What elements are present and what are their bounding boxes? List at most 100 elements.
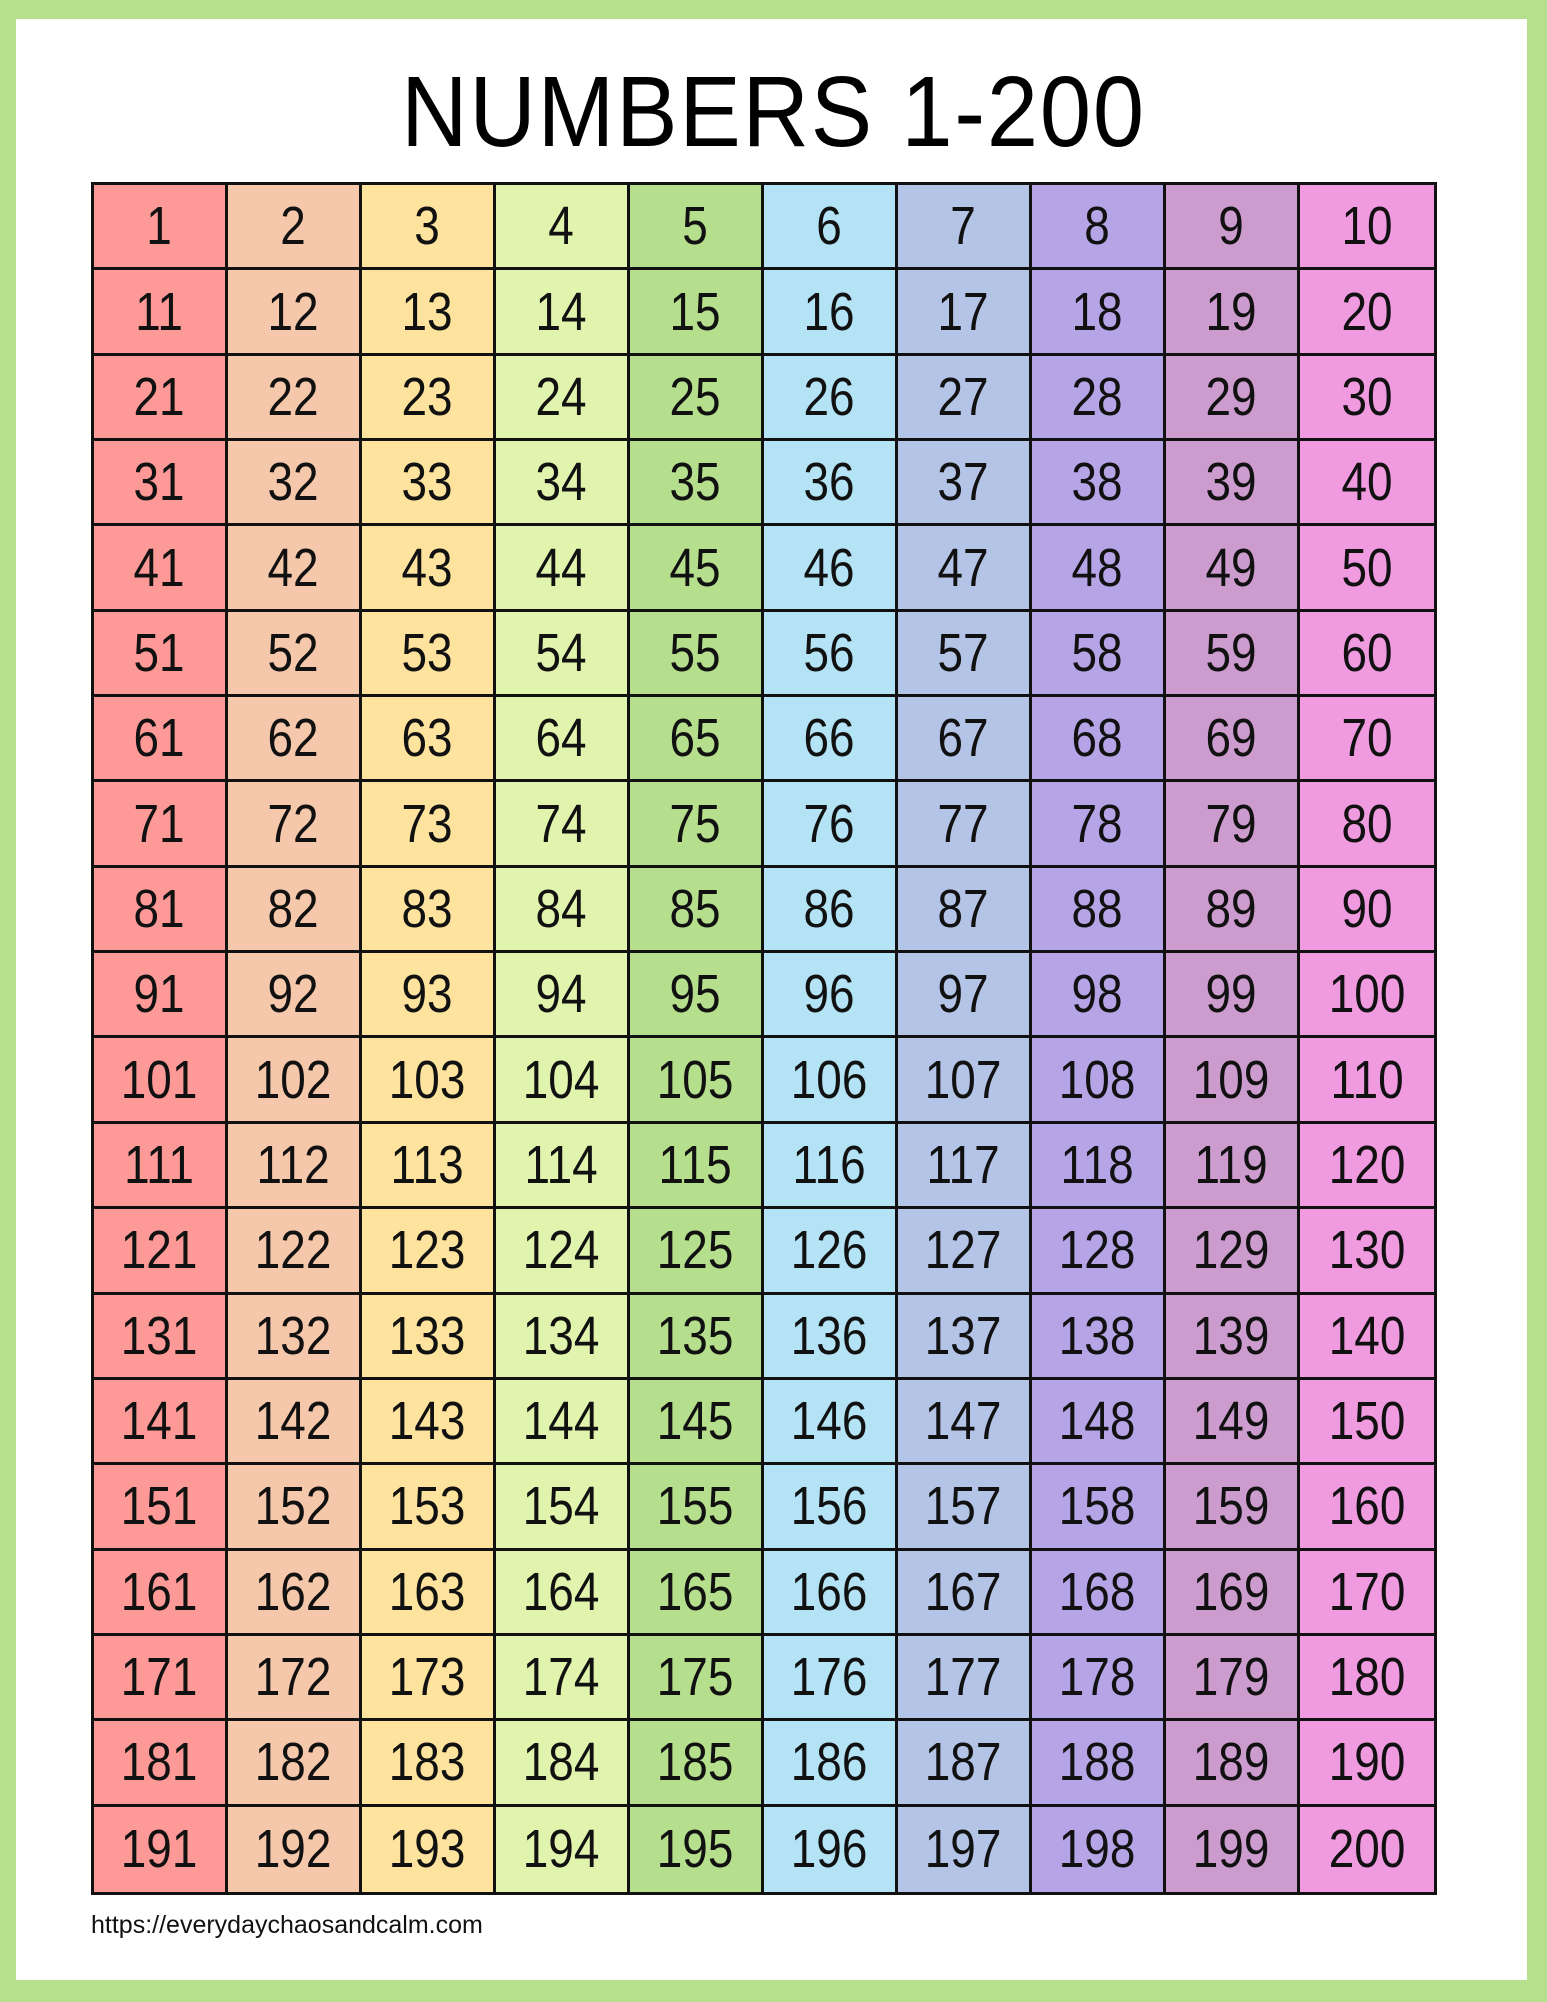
number-cell: 169 bbox=[1166, 1550, 1300, 1636]
number-label: 186 bbox=[791, 1732, 868, 1793]
number-label: 170 bbox=[1328, 1561, 1406, 1622]
number-label: 199 bbox=[1193, 1819, 1270, 1880]
number-cell: 45 bbox=[630, 526, 764, 612]
number-label: 42 bbox=[267, 537, 320, 598]
number-cell: 138 bbox=[1032, 1294, 1166, 1380]
number-label: 159 bbox=[1193, 1476, 1270, 1537]
number-cell: 5 bbox=[630, 185, 764, 271]
number-label: 185 bbox=[657, 1732, 734, 1793]
number-label: 126 bbox=[791, 1220, 868, 1281]
number-cell: 37 bbox=[898, 441, 1032, 527]
number-label: 145 bbox=[657, 1391, 734, 1452]
number-label: 111 bbox=[124, 1135, 195, 1196]
number-label: 59 bbox=[1205, 622, 1258, 683]
number-cell: 123 bbox=[362, 1209, 496, 1295]
number-label: 94 bbox=[535, 964, 588, 1025]
number-label: 63 bbox=[401, 708, 454, 769]
number-cell: 15 bbox=[630, 270, 764, 356]
number-cell: 85 bbox=[630, 867, 764, 954]
number-label: 48 bbox=[1071, 537, 1124, 598]
number-label: 5 bbox=[682, 196, 709, 257]
number-cell: 143 bbox=[362, 1379, 496, 1466]
number-label: 28 bbox=[1071, 366, 1124, 427]
number-cell: 158 bbox=[1032, 1465, 1166, 1551]
number-label: 75 bbox=[669, 793, 722, 854]
number-cell: 59 bbox=[1166, 611, 1300, 698]
number-cell: 99 bbox=[1166, 953, 1300, 1039]
number-label: 55 bbox=[669, 622, 722, 683]
number-label: 18 bbox=[1071, 281, 1124, 342]
number-cell: 43 bbox=[362, 526, 496, 612]
number-cell: 186 bbox=[764, 1721, 898, 1807]
number-label: 135 bbox=[657, 1305, 734, 1366]
number-cell: 107 bbox=[898, 1038, 1032, 1124]
number-label: 67 bbox=[937, 708, 990, 769]
number-cell: 103 bbox=[362, 1038, 496, 1124]
number-cell: 180 bbox=[1300, 1635, 1434, 1722]
number-cell: 110 bbox=[1300, 1038, 1434, 1124]
number-cell: 185 bbox=[630, 1721, 764, 1807]
number-cell: 3 bbox=[362, 185, 496, 271]
number-cell: 34 bbox=[496, 441, 630, 527]
number-label: 44 bbox=[535, 537, 588, 598]
number-cell: 26 bbox=[764, 355, 898, 442]
number-label: 20 bbox=[1341, 281, 1393, 342]
number-cell: 9 bbox=[1166, 185, 1300, 271]
number-cell: 125 bbox=[630, 1209, 764, 1295]
number-label: 138 bbox=[1059, 1305, 1136, 1366]
number-cell: 52 bbox=[228, 611, 362, 698]
number-label: 140 bbox=[1328, 1305, 1406, 1366]
number-cell: 87 bbox=[898, 867, 1032, 954]
number-label: 41 bbox=[133, 537, 186, 598]
number-label: 160 bbox=[1328, 1476, 1406, 1537]
number-cell: 116 bbox=[764, 1123, 898, 1210]
number-cell: 10 bbox=[1300, 185, 1434, 271]
number-label: 56 bbox=[803, 622, 856, 683]
number-label: 66 bbox=[803, 708, 856, 769]
number-cell: 60 bbox=[1300, 611, 1434, 698]
number-cell: 92 bbox=[228, 953, 362, 1039]
number-label: 155 bbox=[657, 1476, 734, 1537]
number-cell: 167 bbox=[898, 1550, 1032, 1636]
number-label: 171 bbox=[121, 1647, 198, 1708]
number-cell: 124 bbox=[496, 1209, 630, 1295]
number-label: 184 bbox=[523, 1732, 600, 1793]
number-cell: 58 bbox=[1032, 611, 1166, 698]
number-label: 47 bbox=[937, 537, 990, 598]
number-label: 165 bbox=[657, 1561, 734, 1622]
number-cell: 155 bbox=[630, 1465, 764, 1551]
number-label: 95 bbox=[669, 964, 722, 1025]
number-label: 112 bbox=[256, 1135, 331, 1196]
number-cell: 145 bbox=[630, 1379, 764, 1466]
number-label: 164 bbox=[523, 1561, 600, 1622]
number-label: 127 bbox=[925, 1220, 1002, 1281]
number-label: 11 bbox=[135, 281, 184, 342]
number-label: 116 bbox=[792, 1135, 867, 1196]
number-cell: 100 bbox=[1300, 953, 1434, 1039]
number-cell: 75 bbox=[630, 782, 764, 868]
number-label: 151 bbox=[121, 1476, 198, 1537]
number-label: 110 bbox=[1330, 1049, 1404, 1110]
number-label: 81 bbox=[133, 878, 186, 939]
number-label: 23 bbox=[401, 366, 454, 427]
number-cell: 165 bbox=[630, 1550, 764, 1636]
number-label: 86 bbox=[803, 878, 856, 939]
number-label: 118 bbox=[1060, 1135, 1135, 1196]
number-cell: 170 bbox=[1300, 1550, 1434, 1636]
number-label: 150 bbox=[1328, 1391, 1406, 1452]
number-label: 168 bbox=[1059, 1561, 1136, 1622]
number-label: 99 bbox=[1205, 964, 1258, 1025]
number-cell: 64 bbox=[496, 697, 630, 783]
number-label: 9 bbox=[1218, 196, 1245, 257]
number-label: 129 bbox=[1193, 1220, 1270, 1281]
number-cell: 194 bbox=[496, 1806, 630, 1892]
number-label: 132 bbox=[255, 1305, 332, 1366]
number-cell: 197 bbox=[898, 1806, 1032, 1892]
number-cell: 159 bbox=[1166, 1465, 1300, 1551]
number-cell: 119 bbox=[1166, 1123, 1300, 1210]
number-label: 169 bbox=[1193, 1561, 1270, 1622]
number-cell: 77 bbox=[898, 782, 1032, 868]
number-cell: 91 bbox=[94, 953, 228, 1039]
number-cell: 182 bbox=[228, 1721, 362, 1807]
number-cell: 198 bbox=[1032, 1806, 1166, 1892]
